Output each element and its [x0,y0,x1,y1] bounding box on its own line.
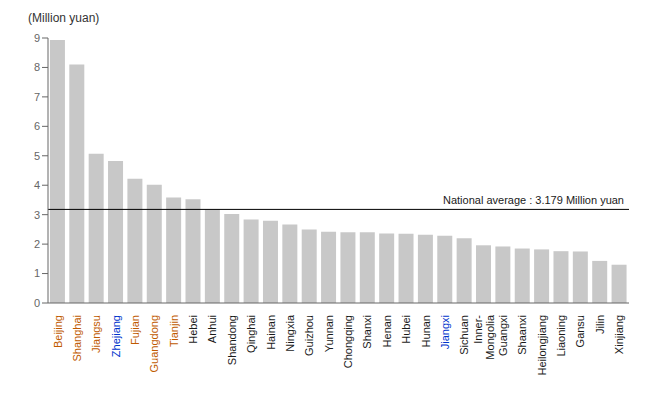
svg-text:Qinghai: Qinghai [245,315,257,353]
svg-text:Guangxi: Guangxi [497,315,509,356]
svg-text:Jilin: Jilin [594,315,606,334]
svg-text:Shandong: Shandong [226,315,238,365]
svg-text:5: 5 [34,150,40,162]
svg-text:Hunan: Hunan [420,315,432,347]
svg-text:Hubei: Hubei [400,315,412,344]
svg-text:6: 6 [34,120,40,132]
svg-text:Beijing: Beijing [52,315,64,348]
svg-text:Yunnan: Yunnan [323,315,335,352]
svg-text:Shanxi: Shanxi [361,315,373,349]
svg-text:Inner-Mongolia: Inner-Mongolia [472,314,496,360]
svg-text:Ningxia: Ningxia [284,314,296,352]
svg-text:1: 1 [34,267,40,279]
svg-text:Guizhou: Guizhou [303,315,315,356]
svg-text:Henan: Henan [381,315,393,347]
svg-text:0: 0 [34,297,40,309]
svg-text:Anhui: Anhui [206,315,218,343]
svg-text:Tianjin: Tianjin [168,315,180,347]
svg-text:Hebei: Hebei [187,315,199,344]
svg-text:Chongqing: Chongqing [342,315,354,368]
svg-text:Hainan: Hainan [265,315,277,350]
svg-text:9: 9 [34,32,40,44]
svg-text:3: 3 [34,209,40,221]
svg-text:Fujian: Fujian [129,315,141,345]
svg-text:Shaanxi: Shaanxi [516,315,528,355]
svg-text:Liaoning: Liaoning [555,315,567,357]
svg-text:National average : 3.179 Milli: National average : 3.179 Million yuan [443,194,624,206]
svg-text:4: 4 [34,179,40,191]
svg-text:Zhejiang: Zhejiang [110,315,122,357]
svg-text:Gansu: Gansu [574,315,586,347]
svg-text:8: 8 [34,61,40,73]
svg-text:2: 2 [34,238,40,250]
svg-text:Xinjiang: Xinjiang [613,315,625,354]
svg-text:7: 7 [34,91,40,103]
html-text:(Million yuan): (Million yuan) [28,11,100,25]
svg-text:Heilongjiang: Heilongjiang [536,315,548,376]
svg-text:Shanghai: Shanghai [71,315,83,362]
svg-text:Sichuan: Sichuan [458,315,470,355]
svg-text:Guangdong: Guangdong [148,315,160,373]
svg-text:Jiangxi: Jiangxi [439,315,451,349]
svg-text:Jiangsu: Jiangsu [90,315,102,353]
